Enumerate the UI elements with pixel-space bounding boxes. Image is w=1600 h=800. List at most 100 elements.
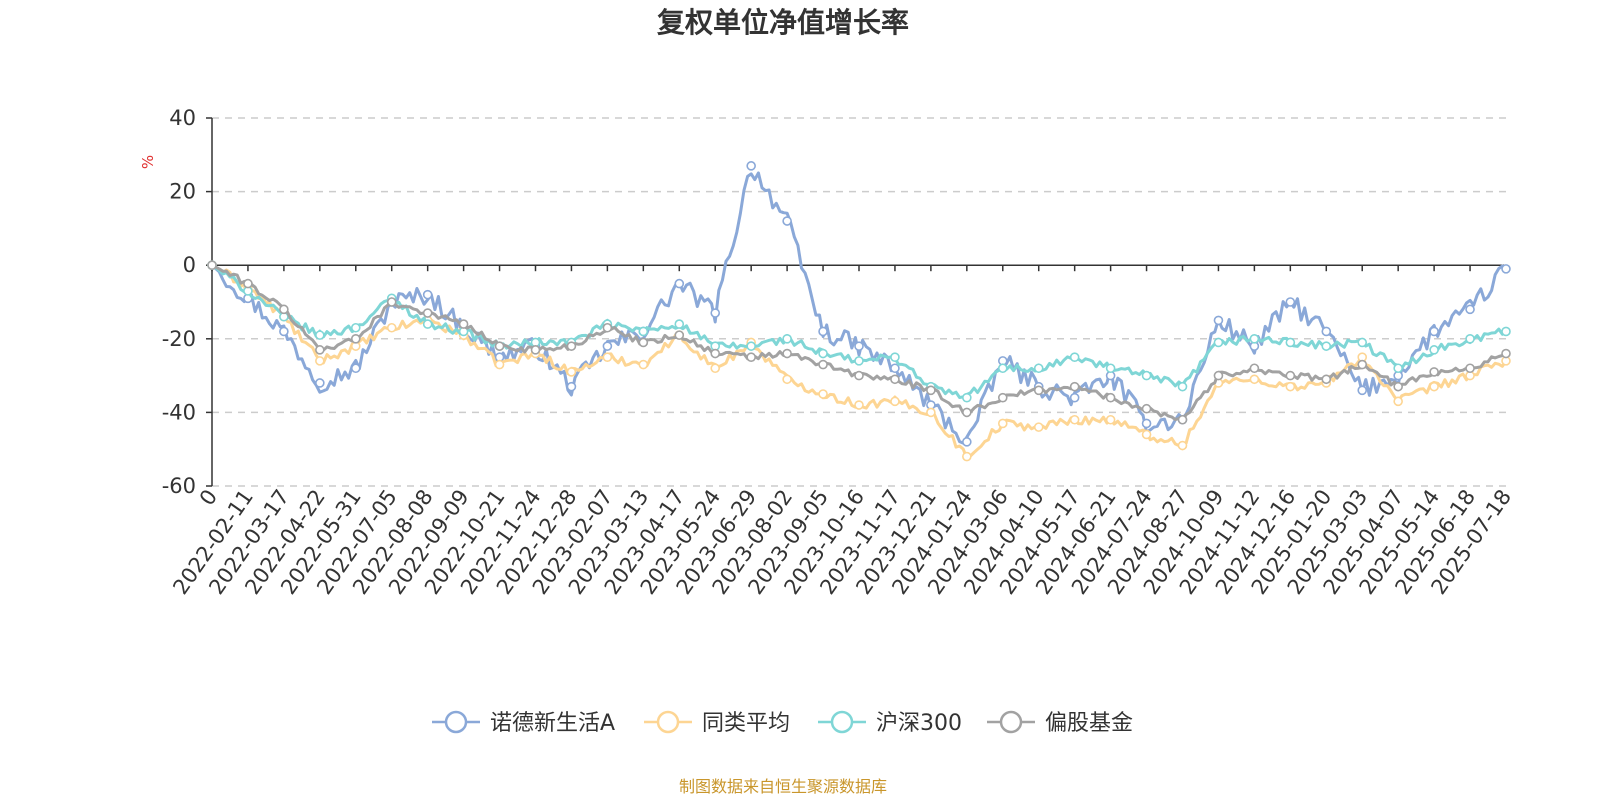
data-point[interactable] (962, 392, 972, 403)
data-point[interactable] (818, 326, 828, 337)
data-point[interactable] (854, 356, 864, 366)
data-point[interactable] (1429, 381, 1439, 392)
legend-item-0[interactable]: 诺德新生活A (432, 710, 615, 736)
data-point[interactable] (530, 345, 541, 355)
data-point[interactable] (746, 161, 756, 171)
data-point[interactable] (1357, 359, 1368, 370)
data-point[interactable] (1105, 392, 1116, 403)
data-point[interactable] (350, 333, 361, 344)
data-point[interactable] (1321, 326, 1332, 337)
data-point[interactable] (1069, 352, 1080, 363)
data-point[interactable] (890, 374, 900, 385)
data-point[interactable] (350, 363, 361, 374)
data-point[interactable] (638, 359, 649, 370)
data-point[interactable] (1393, 363, 1403, 374)
data-point[interactable] (315, 356, 325, 366)
data-point[interactable] (1033, 422, 1044, 432)
data-point[interactable] (279, 304, 289, 315)
data-point[interactable] (962, 437, 972, 447)
data-point[interactable] (494, 341, 505, 351)
data-point[interactable] (818, 348, 828, 359)
data-point[interactable] (1285, 297, 1296, 307)
data-point[interactable] (962, 451, 972, 462)
data-point[interactable] (1213, 337, 1224, 348)
data-point[interactable] (386, 297, 397, 307)
data-point[interactable] (1321, 341, 1332, 351)
legend-item-2[interactable]: 沪深300 (818, 710, 962, 736)
legend-item-3[interactable]: 偏股基金 (987, 710, 1133, 736)
data-point[interactable] (1285, 381, 1296, 392)
data-point[interactable] (1285, 337, 1296, 348)
data-point[interactable] (279, 326, 289, 337)
data-point[interactable] (1213, 315, 1224, 326)
data-point[interactable] (1141, 370, 1152, 381)
data-point[interactable] (1069, 414, 1080, 425)
data-point[interactable] (926, 407, 936, 418)
data-point[interactable] (315, 330, 325, 340)
data-point[interactable] (1285, 370, 1296, 381)
data-point[interactable] (997, 418, 1008, 429)
data-point[interactable] (710, 348, 721, 359)
data-point[interactable] (1393, 381, 1403, 392)
legend-item-1[interactable]: 同类平均 (644, 710, 790, 736)
data-point[interactable] (746, 352, 756, 363)
data-point[interactable] (1465, 363, 1475, 374)
data-point[interactable] (1429, 345, 1439, 355)
data-point[interactable] (207, 260, 217, 271)
data-point[interactable] (1357, 337, 1368, 348)
data-point[interactable] (854, 370, 864, 381)
data-point[interactable] (1141, 418, 1152, 429)
data-point[interactable] (602, 322, 613, 333)
data-point[interactable] (674, 330, 685, 340)
data-point[interactable] (1249, 363, 1260, 374)
data-point[interactable] (997, 363, 1008, 374)
data-point[interactable] (422, 319, 433, 329)
data-point[interactable] (1429, 367, 1439, 377)
data-point[interactable] (494, 359, 505, 370)
data-point[interactable] (782, 333, 792, 344)
data-point[interactable] (638, 326, 649, 337)
data-point[interactable] (1033, 363, 1044, 374)
data-point[interactable] (350, 322, 361, 333)
data-point[interactable] (1321, 374, 1332, 385)
data-point[interactable] (1429, 326, 1439, 337)
data-point[interactable] (926, 385, 936, 396)
data-point[interactable] (890, 363, 900, 374)
data-point[interactable] (566, 341, 577, 351)
data-point[interactable] (782, 216, 792, 226)
data-point[interactable] (1141, 403, 1152, 414)
data-point[interactable] (1069, 381, 1080, 392)
data-point[interactable] (818, 389, 828, 399)
data-point[interactable] (1501, 326, 1511, 337)
data-point[interactable] (1465, 333, 1475, 344)
data-point[interactable] (854, 341, 864, 351)
data-point[interactable] (1177, 414, 1188, 425)
data-point[interactable] (1213, 370, 1224, 381)
data-point[interactable] (1033, 385, 1044, 396)
data-point[interactable] (674, 278, 685, 289)
data-point[interactable] (1249, 333, 1260, 344)
data-point[interactable] (1501, 348, 1511, 359)
data-point[interactable] (1105, 363, 1116, 374)
data-point[interactable] (1249, 374, 1260, 385)
data-point[interactable] (962, 407, 972, 418)
data-point[interactable] (782, 374, 792, 385)
data-point[interactable] (890, 396, 900, 407)
data-point[interactable] (638, 337, 649, 348)
data-point[interactable] (746, 341, 756, 351)
data-point[interactable] (243, 278, 253, 289)
data-point[interactable] (386, 322, 397, 333)
data-point[interactable] (566, 381, 577, 392)
data-point[interactable] (566, 367, 577, 377)
data-point[interactable] (710, 308, 721, 318)
data-point[interactable] (1393, 396, 1403, 407)
data-point[interactable] (602, 341, 613, 351)
data-point[interactable] (997, 392, 1008, 403)
data-point[interactable] (1177, 440, 1188, 451)
data-point[interactable] (458, 319, 469, 329)
data-point[interactable] (1069, 392, 1080, 403)
data-point[interactable] (1357, 385, 1368, 396)
data-point[interactable] (1177, 381, 1188, 392)
data-point[interactable] (422, 308, 433, 318)
data-point[interactable] (602, 352, 613, 363)
